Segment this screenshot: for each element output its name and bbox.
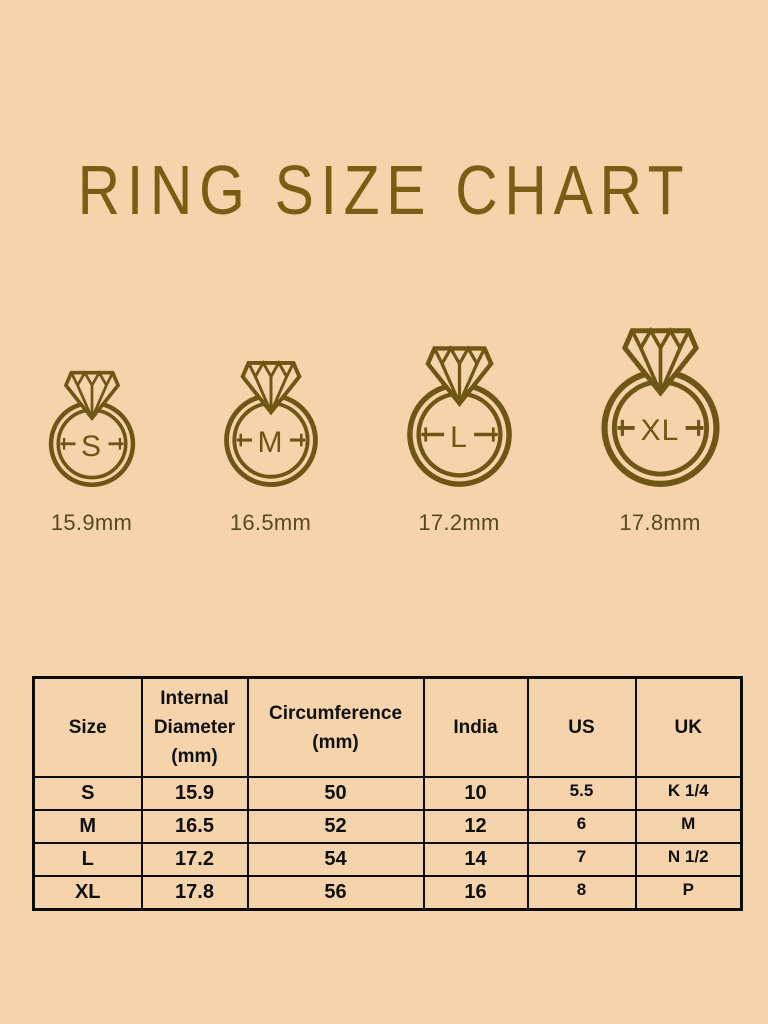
table-row: M 16.5 52 12 6 M [32,809,743,844]
table-row: S 15.9 50 10 5.5 K 1/4 [32,776,743,811]
cell-circumference: 52 [246,809,425,844]
ring-size-letter: S [74,431,109,462]
ring-group-xl: XL 17.8mm [599,327,722,536]
table-row: XL 17.8 56 16 8 P [32,875,743,911]
diamond-ring-icon [406,345,512,487]
cell-size: XL [32,875,143,911]
cell-circumference: 56 [246,875,425,911]
ring-diameter-label: 17.2mm [418,510,500,535]
ring-diameter-label: 16.5mm [229,510,312,535]
ring-illustrations-row: S 15.9mm M 16.5mm [0,327,768,536]
cell-india: 16 [422,875,529,911]
cell-circumference: 50 [246,776,425,811]
table-row: L 17.2 54 14 7 N 1/2 [32,842,743,877]
cell-internal-diameter: 16.5 [140,809,249,844]
size-table: Size Internal Diameter (mm) Circumferenc… [32,676,743,911]
ring-size-letter: M [251,428,290,459]
cell-us: 8 [526,875,637,911]
table-header-row: Size Internal Diameter (mm) Circumferenc… [32,676,743,778]
header-size: Size [32,676,143,778]
header-circumference: Circumference (mm) [246,676,425,778]
cell-uk: P [634,875,743,911]
diamond-ring-icon [223,359,318,487]
cell-us: 5.5 [526,776,637,811]
ring-group-m: M 16.5mm [222,359,320,536]
cell-uk: M [634,809,743,844]
header-india: India [422,676,529,778]
diamond-ring-icon [600,327,720,487]
cell-internal-diameter: 15.9 [140,776,249,811]
ring-group-l: L 17.2mm [405,345,514,536]
header-us: US [526,676,637,778]
cell-india: 12 [422,809,529,844]
cell-circumference: 54 [246,842,425,877]
cell-india: 10 [422,776,529,811]
cell-uk: K 1/4 [634,776,743,811]
ring-size-letter: XL [634,416,686,447]
diamond-ring-icon [48,369,135,487]
ring-diameter-label: 15.9mm [50,510,133,535]
ring-size-letter: L [444,422,474,453]
cell-internal-diameter: 17.8 [140,875,249,911]
cell-size: S [32,776,143,811]
ring-diameter-label: 17.8mm [619,510,701,535]
cell-internal-diameter: 17.2 [140,842,249,877]
cell-size: M [32,809,143,844]
header-internal-diameter: Internal Diameter (mm) [140,676,249,778]
page-title: RING SIZE CHART [77,151,691,229]
header-uk: UK [634,676,743,778]
ring-group-s: S 15.9mm [47,369,137,536]
cell-uk: N 1/2 [634,842,743,877]
cell-us: 6 [526,809,637,844]
cell-us: 7 [526,842,637,877]
cell-size: L [32,842,143,877]
cell-india: 14 [422,842,529,877]
